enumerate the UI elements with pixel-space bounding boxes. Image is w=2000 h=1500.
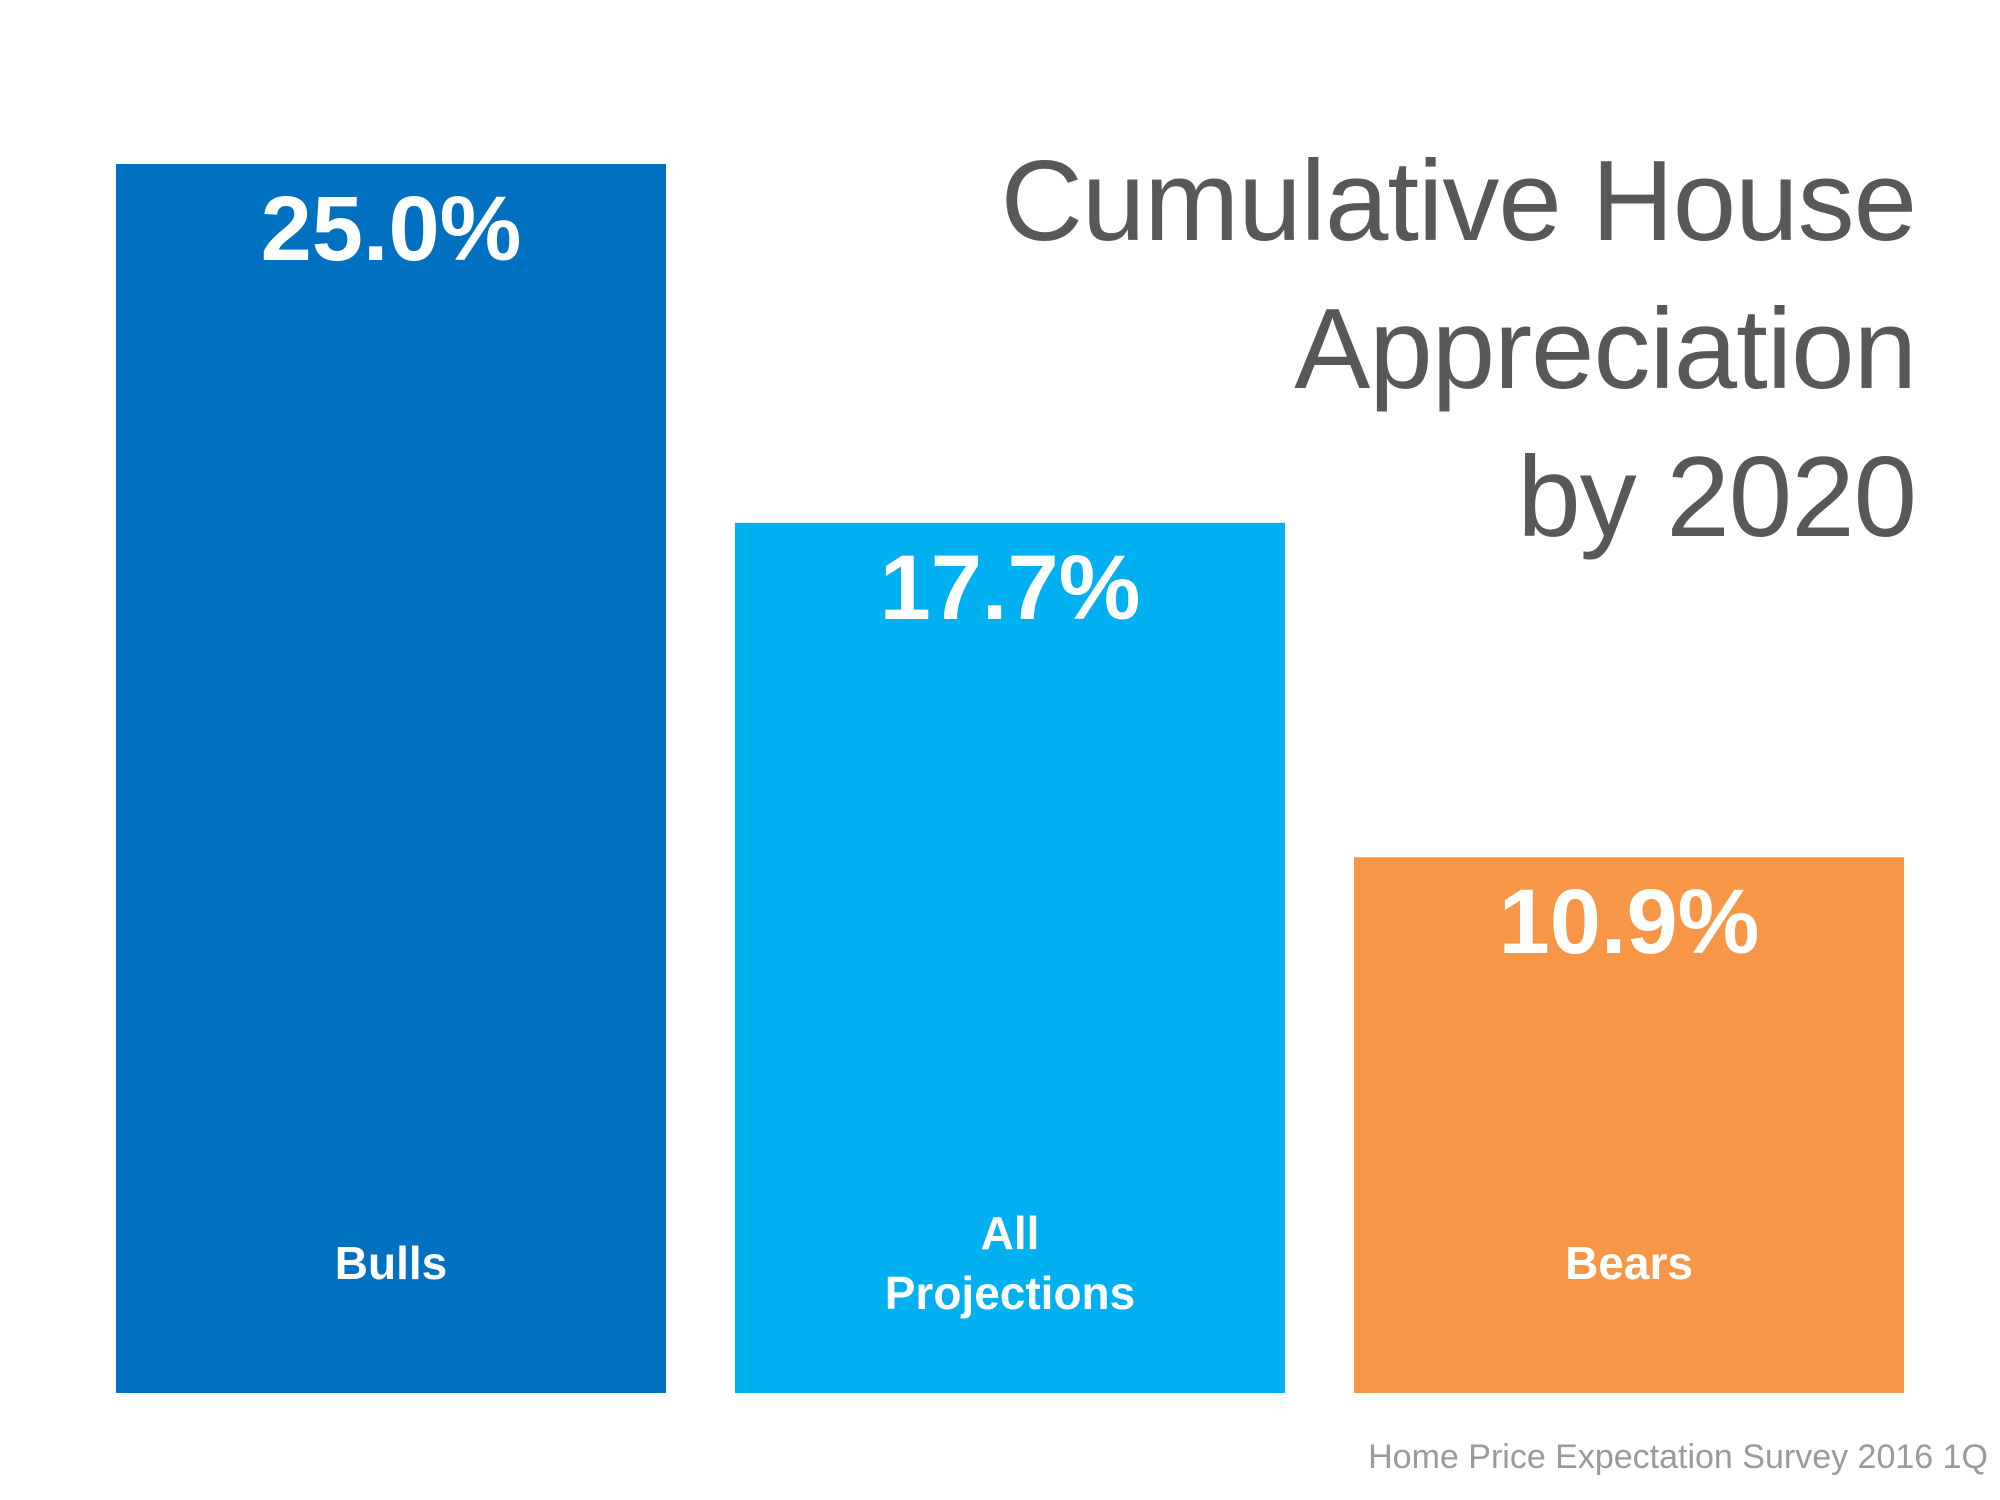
data-label-bulls: 25.0% [261,178,522,280]
chart-title-line-3: by 2020 [1517,434,1917,561]
data-label-all-projections: 17.7% [880,537,1141,639]
chart-title-line-1: Cumulative House [1000,138,1917,265]
category-label-line: Projections [885,1267,1136,1319]
bars-layer [116,164,1904,1393]
category-label-line: Bulls [335,1237,447,1289]
category-label-bulls: Bulls [335,1237,447,1289]
category-label-line: Bears [1565,1237,1693,1289]
bar-all-projections [735,522,1285,1393]
labels-layer: 25.0% Bulls 17.7% All Projections 10.9% Bears [261,178,1760,1319]
bar-bulls [116,164,666,1393]
category-label-all-projections: All Projections [885,1207,1136,1319]
bar-bears [1354,857,1904,1393]
chart-title: Cumulative House Appreciation by 2020 [1000,128,1917,572]
category-label-line: All [981,1207,1040,1259]
category-label-bears: Bears [1565,1237,1693,1289]
source-note: Home Price Expectation Survey 2016 1Q [1368,1438,1988,1476]
data-label-bears: 10.9% [1499,871,1760,973]
chart-title-line-2: Appreciation [1294,286,1917,413]
